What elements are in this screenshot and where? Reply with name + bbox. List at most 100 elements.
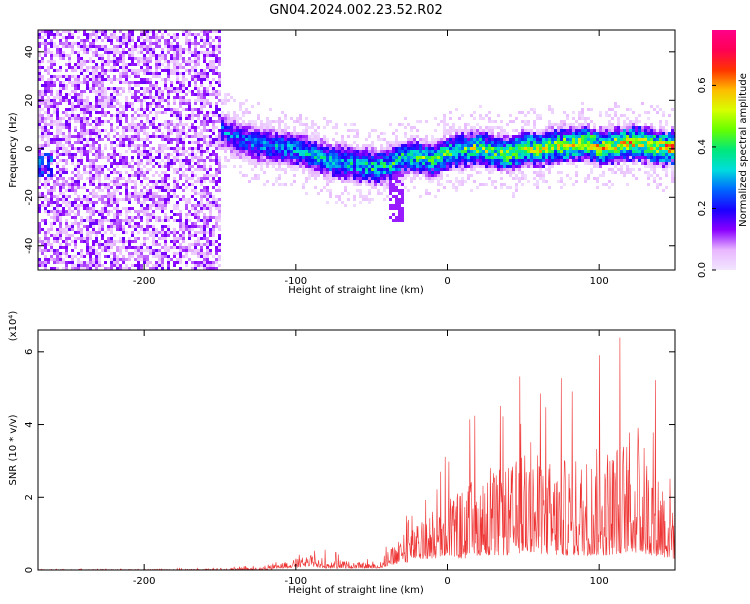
heatmap-cell [80,69,83,72]
heatmap-cell [212,111,215,114]
heatmap-cell [164,57,167,60]
heatmap-cell [158,255,161,258]
heatmap-cell [392,204,395,207]
heatmap-cell [173,99,176,102]
heatmap-cell [47,78,50,81]
heatmap-cell [128,237,131,240]
heatmap-cell [146,183,149,186]
heatmap-cell [158,189,161,192]
heatmap-cell [524,174,527,177]
heatmap-cell [221,123,224,126]
heatmap-cell [86,66,89,69]
heatmap-cell [68,213,71,216]
heatmap-cell [368,177,371,180]
heatmap-cell [47,99,50,102]
heatmap-cell [524,165,527,168]
heatmap-cell [239,117,242,120]
heatmap-cell [521,156,524,159]
heatmap-cell [164,69,167,72]
heatmap-cell [365,183,368,186]
heatmap-cell [425,162,428,165]
heatmap-cell [71,264,74,267]
heatmap-cell [497,153,500,156]
heatmap-cell [200,135,203,138]
heatmap-cell [152,192,155,195]
heatmap-cell [110,252,113,255]
heatmap-cell [206,66,209,69]
heatmap-cell [314,177,317,180]
heatmap-cell [80,234,83,237]
heatmap-cell [152,99,155,102]
heatmap-cell [371,183,374,186]
heatmap-cell [152,225,155,228]
heatmap-cell [44,123,47,126]
heatmap-cell [326,168,329,171]
heatmap-cell [344,204,347,207]
heatmap-cell [512,156,515,159]
heatmap-cell [452,186,455,189]
heatmap-cell [191,204,194,207]
heatmap-cell [404,135,407,138]
heatmap-cell [431,177,434,180]
heatmap-cell [215,225,218,228]
heatmap-cell [272,153,275,156]
heatmap-cell [497,165,500,168]
heatmap-cell [380,147,383,150]
heatmap-cell [473,111,476,114]
heatmap-cell [98,180,101,183]
heatmap-cell [89,42,92,45]
heatmap-cell [65,93,68,96]
heatmap-cell [176,159,179,162]
heatmap-cell [38,174,41,177]
heatmap-cell [68,150,71,153]
heatmap-cell [122,198,125,201]
heatmap-cell [203,54,206,57]
heatmap-cell [86,267,89,270]
heatmap-cell [446,132,449,135]
heatmap-cell [185,63,188,66]
heatmap-cell [428,177,431,180]
heatmap-cell [164,171,167,174]
heatmap-cell [137,51,140,54]
heatmap-cell [194,153,197,156]
heatmap-cell [80,126,83,129]
heatmap-cell [92,204,95,207]
heatmap-cell [239,156,242,159]
heatmap-cell [50,189,53,192]
heatmap-cell [194,84,197,87]
heatmap-cell [206,144,209,147]
heatmap-cell [125,72,128,75]
heatmap-cell [107,75,110,78]
heatmap-cell [86,237,89,240]
heatmap-cell [137,237,140,240]
heatmap-cell [62,207,65,210]
heatmap-cell [47,138,50,141]
heatmap-cell [257,153,260,156]
heatmap-cell [95,117,98,120]
heatmap-cell [53,150,56,153]
heatmap-cell [218,234,221,237]
heatmap-cell [467,144,470,147]
heatmap-cell [77,159,80,162]
heatmap-cell [389,165,392,168]
heatmap-cell [239,171,242,174]
heatmap-cell [92,39,95,42]
heatmap-cell [212,267,215,270]
heatmap-cell [473,168,476,171]
heatmap-cell [197,201,200,204]
heatmap-cell [431,156,434,159]
heatmap-cell [200,75,203,78]
heatmap-cell [200,39,203,42]
heatmap-cell [317,153,320,156]
heatmap-cell [461,171,464,174]
heatmap-cell [119,111,122,114]
heatmap-cell [104,105,107,108]
heatmap-cell [65,246,68,249]
heatmap-cell [248,132,251,135]
heatmap-cell [260,144,263,147]
heatmap-cell [65,54,68,57]
heatmap-cell [389,204,392,207]
heatmap-cell [113,240,116,243]
heatmap-cell [86,243,89,246]
heatmap-cell [101,225,104,228]
